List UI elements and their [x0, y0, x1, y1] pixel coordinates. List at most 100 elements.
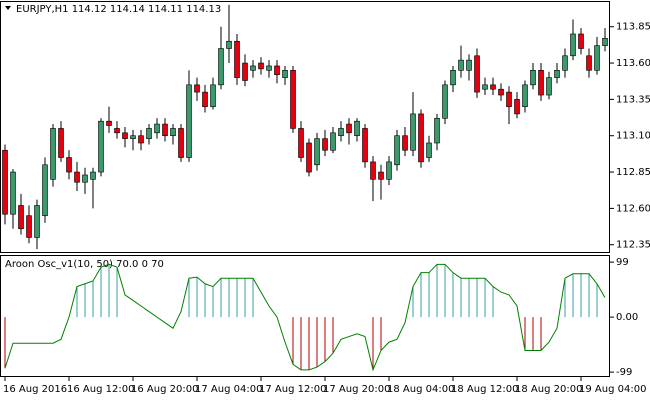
candle-body	[10, 171, 16, 215]
candle-body	[346, 123, 352, 134]
candle-body	[410, 113, 416, 151]
candle-body	[18, 205, 24, 230]
candle-body	[106, 120, 112, 126]
candle-body	[562, 55, 568, 71]
x-tick-label: 18 Aug 04:00	[387, 384, 454, 395]
candle-body	[450, 70, 456, 86]
candle-body	[578, 33, 584, 49]
candle-body	[290, 70, 296, 129]
x-tick-label: 18 Aug 12:00	[451, 384, 518, 395]
candle-body	[490, 84, 496, 90]
candle-body	[274, 65, 280, 75]
candle-body	[226, 40, 232, 49]
candle-body	[42, 164, 48, 216]
indicator-title: Aroon Osc_v1(10, 50) 70.0 0 70	[5, 259, 164, 270]
indicator-panel	[0, 255, 610, 377]
candle-body	[402, 135, 408, 151]
candle-body	[418, 113, 424, 163]
candle-body	[58, 128, 64, 158]
candle-body	[202, 91, 208, 107]
oscillator-line	[4, 263, 606, 372]
candle-body	[370, 161, 376, 180]
y-tick-label: 99	[616, 257, 629, 268]
candle-body	[186, 84, 192, 158]
y-tick-label: 112.85	[616, 167, 650, 178]
candle-body	[250, 65, 256, 71]
x-tick-label: 17 Aug 20:00	[323, 384, 390, 395]
y-tick-label: 113.85	[616, 22, 650, 33]
candle-body	[242, 62, 248, 81]
candle-body	[146, 128, 152, 139]
candle-body	[602, 38, 608, 46]
candle-body	[386, 161, 392, 180]
candle-body	[90, 171, 96, 180]
x-tick-label: 17 Aug 12:00	[259, 384, 326, 395]
candle-body	[586, 55, 592, 71]
candle-body	[82, 174, 88, 183]
menu-arrow	[5, 6, 11, 10]
candle-body	[394, 135, 400, 166]
x-tick-label: 19 Aug 04:00	[579, 384, 646, 395]
candle-body	[2, 149, 8, 215]
candle-body	[298, 128, 304, 158]
candle-body	[482, 84, 488, 90]
x-tick-label: 17 Aug 04:00	[195, 384, 262, 395]
candle-body	[554, 70, 560, 78]
candle-body	[538, 70, 544, 96]
candle-body	[306, 142, 312, 173]
candle-body	[506, 91, 512, 107]
candle-body	[474, 55, 480, 93]
candle-body	[50, 128, 56, 180]
candle-body	[114, 128, 120, 134]
candle-body	[138, 135, 144, 144]
candle-body	[458, 59, 464, 71]
y-tick-label: 112.60	[616, 203, 650, 214]
candle-body	[338, 128, 344, 137]
candle-body	[426, 142, 432, 158]
candle-body	[282, 70, 288, 78]
candle-body	[34, 205, 40, 238]
y-tick-label: -99	[616, 367, 632, 378]
candle-body	[442, 84, 448, 119]
candle-body	[26, 215, 32, 238]
candle-body	[570, 33, 576, 57]
candle-body	[330, 132, 336, 151]
candle-body	[130, 135, 136, 139]
candle-body	[162, 123, 168, 137]
candle-body	[258, 62, 264, 70]
candle-body	[378, 171, 384, 180]
candle-body	[434, 117, 440, 144]
chart-title: EURJPY,H1 114.12 114.14 114.11 114.13	[16, 4, 221, 15]
candle-body	[194, 84, 200, 93]
candle-body	[314, 138, 320, 166]
main-panel	[0, 1, 610, 253]
candle-body	[498, 88, 504, 96]
candle-body	[354, 120, 360, 137]
candle-body	[322, 138, 328, 151]
candle-body	[466, 59, 472, 71]
y-tick-label: 113.10	[616, 131, 650, 142]
candle-body	[154, 123, 160, 134]
candle-body	[178, 128, 184, 158]
candle-body	[234, 40, 240, 78]
candle-body	[266, 65, 272, 71]
candle-body	[594, 45, 600, 71]
x-tick-label: 16 Aug 2016	[3, 384, 67, 395]
x-tick-label: 16 Aug 12:00	[67, 384, 134, 395]
candle-body	[170, 128, 176, 137]
candle-body	[74, 171, 80, 183]
candle-body	[530, 70, 536, 86]
y-tick-label: 112.35	[616, 240, 650, 251]
candle-body	[514, 99, 520, 115]
candle-body	[218, 48, 224, 86]
x-tick-label: 18 Aug 20:00	[515, 384, 582, 395]
candle-body	[98, 120, 104, 173]
y-tick-label: 113.60	[616, 58, 650, 69]
candle-body	[522, 84, 528, 107]
y-tick-label: 113.35	[616, 94, 650, 105]
candle-body	[122, 132, 128, 139]
candle-body	[546, 77, 552, 96]
candle-body	[210, 84, 216, 107]
candle-body	[66, 157, 72, 173]
